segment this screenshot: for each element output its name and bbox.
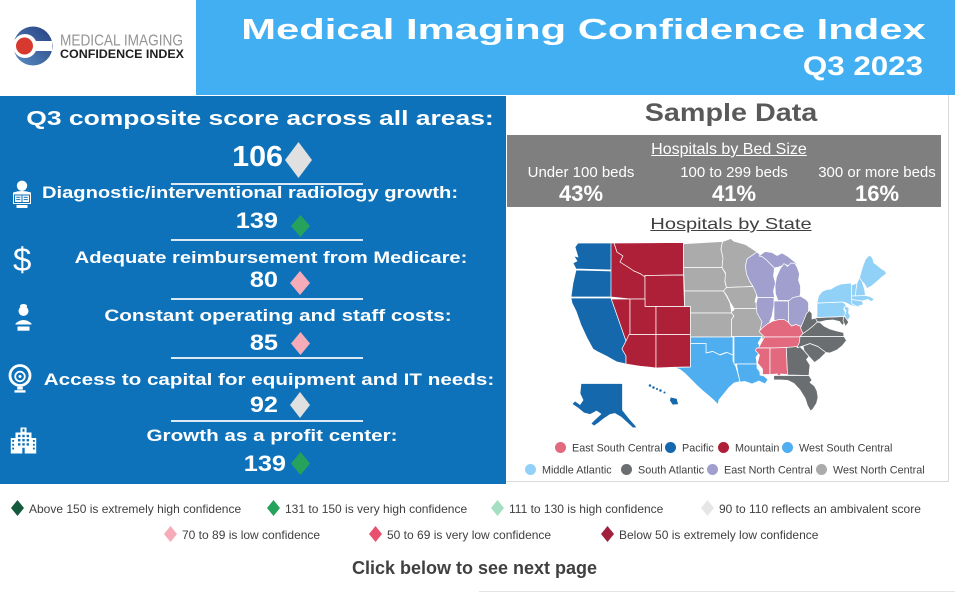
svg-text:MEDICAL IMAGING: MEDICAL IMAGING — [60, 33, 183, 50]
svg-text:CONFIDENCE INDEX: CONFIDENCE INDEX — [60, 48, 184, 61]
